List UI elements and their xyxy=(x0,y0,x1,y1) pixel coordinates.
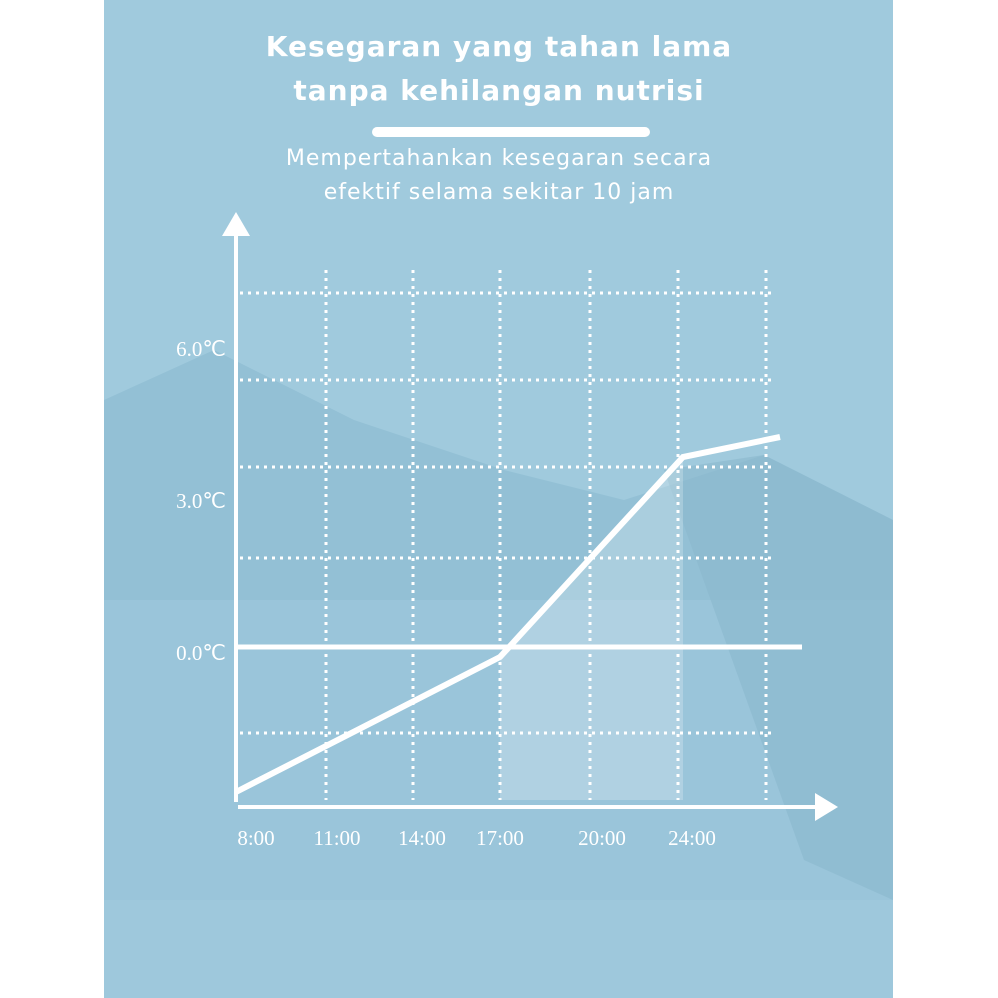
x-axis-arrow-icon xyxy=(815,793,838,821)
x-tick-label: 24:00 xyxy=(668,826,716,850)
y-axis-arrow-icon xyxy=(222,212,250,236)
divider-bar xyxy=(372,127,650,137)
x-tick-label: 20:00 xyxy=(578,826,626,850)
y-tick-label: 3.0℃ xyxy=(176,489,226,513)
x-tick-label: 14:00 xyxy=(398,826,446,850)
y-tick-label: 6.0℃ xyxy=(176,337,226,361)
subtitle-line-2: efektif selama sekitar 10 jam xyxy=(323,180,675,205)
x-tick-label: 17:00 xyxy=(476,826,524,850)
y-tick-label: 0.0℃ xyxy=(176,641,226,665)
temperature-line xyxy=(234,434,781,795)
x-tick-label: 11:00 xyxy=(313,826,360,850)
highlight-area xyxy=(500,457,683,800)
x-tick-label: 8:00 xyxy=(237,826,274,850)
title-line-2: tanpa kehilangan nutrisi xyxy=(293,74,705,107)
title-line-1: Kesegaran yang tahan lama xyxy=(265,30,733,63)
subtitle-line-1: Mempertahankan kesegaran secara xyxy=(285,146,713,171)
